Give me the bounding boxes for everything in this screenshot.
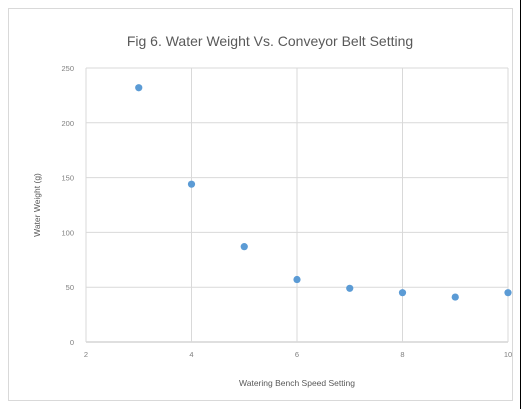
- x-tick-label: 10: [504, 350, 512, 359]
- y-tick-label: 50: [66, 283, 74, 292]
- data-point: [398, 289, 407, 297]
- data-point: [504, 289, 512, 297]
- data-point: [293, 275, 301, 284]
- data-points: [135, 84, 512, 301]
- y-tick-label: 250: [61, 64, 74, 73]
- page-edge-rule: [520, 0, 521, 409]
- y-axis-label: Water Weight (g): [32, 173, 42, 237]
- data-point: [346, 284, 354, 292]
- tick-labels: 0 50 100 150 200 250 2 4 6 8 10: [61, 64, 512, 359]
- x-tick-label: 4: [189, 350, 193, 359]
- gridlines: [85, 67, 509, 343]
- x-axis-label: Watering Bench Speed Setting: [239, 378, 355, 388]
- y-tick-label: 100: [61, 228, 74, 237]
- x-tick-label: 2: [84, 350, 88, 359]
- x-tick-label: 8: [400, 350, 404, 359]
- chart-frame: [8, 8, 513, 401]
- data-point: [135, 84, 143, 92]
- chart-title: Fig 6. Water Weight Vs. Conveyor Belt Se…: [127, 33, 413, 49]
- y-tick-label: 200: [61, 119, 74, 128]
- data-point: [240, 243, 248, 251]
- data-point: [187, 180, 196, 188]
- data-point: [451, 293, 459, 301]
- y-tick-label: 0: [70, 338, 74, 347]
- x-tick-label: 6: [295, 350, 299, 359]
- y-tick-label: 150: [61, 174, 74, 183]
